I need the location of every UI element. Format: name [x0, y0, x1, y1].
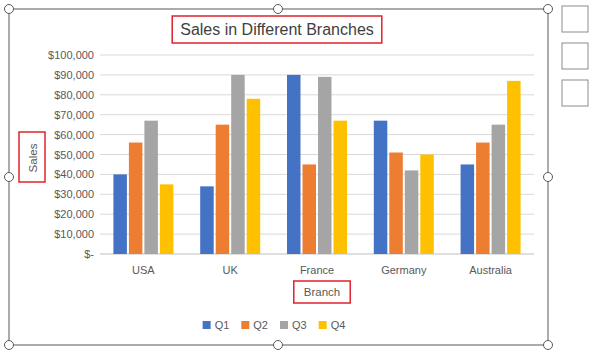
bar	[389, 153, 403, 254]
bar	[318, 77, 332, 254]
bar	[334, 121, 348, 254]
handle	[274, 5, 283, 14]
y-tick-label: $30,000	[54, 188, 94, 200]
y-tick-label: $50,000	[54, 149, 94, 161]
legend-label: Q4	[331, 319, 346, 331]
x-tick-label: Germany	[381, 264, 427, 276]
legend-swatch	[280, 321, 288, 329]
legend-swatch	[241, 321, 249, 329]
legend-swatch	[203, 321, 211, 329]
chart-svg: $- $10,000 $20,000 $30,000 $40,000 $50,000 $60…	[0, 0, 597, 353]
x-tick-label: France	[300, 264, 334, 276]
bar	[476, 143, 490, 254]
bar	[287, 75, 301, 254]
y-tick-label: $10,000	[54, 228, 94, 240]
legend-label: Q2	[253, 319, 268, 331]
highlight-box	[19, 132, 45, 182]
side-button[interactable]	[562, 6, 588, 32]
bars	[113, 75, 520, 254]
grid-line	[100, 94, 534, 95]
y-axis-title: Sales	[27, 143, 39, 172]
grid-line	[100, 134, 534, 135]
grid-line	[100, 55, 534, 56]
bar	[405, 170, 419, 254]
bar	[216, 125, 230, 254]
handle	[5, 341, 14, 350]
legend: Q1 Q2 Q3 Q4	[203, 319, 346, 331]
y-tick-label: $80,000	[54, 89, 94, 101]
chart-title: Sales in Different Branches	[180, 21, 374, 38]
bar	[247, 99, 261, 254]
y-tick-label: $70,000	[54, 109, 94, 121]
grid-line	[100, 114, 534, 115]
y-tick-label: $40,000	[54, 168, 94, 180]
highlight-box	[172, 16, 382, 43]
chart-frame	[9, 9, 548, 345]
y-tick-label: $90,000	[54, 69, 94, 81]
bar	[507, 81, 520, 254]
x-tick-label: UK	[223, 264, 239, 276]
bar	[144, 121, 158, 254]
handle	[5, 5, 14, 14]
side-button[interactable]	[562, 43, 588, 69]
bar	[374, 121, 388, 254]
bar	[129, 143, 143, 254]
bar	[160, 184, 174, 254]
y-tick-label: $-	[84, 248, 94, 260]
bar	[461, 164, 475, 254]
y-tick-label: $20,000	[54, 208, 94, 220]
x-tick-label: Australia	[469, 264, 513, 276]
bar	[492, 125, 506, 254]
bar	[200, 186, 214, 254]
handle	[5, 173, 14, 182]
y-tick-label: $100,000	[48, 49, 94, 61]
handle	[544, 173, 553, 182]
legend-label: Q3	[292, 319, 307, 331]
legend-label: Q1	[215, 319, 230, 331]
bar	[303, 164, 317, 254]
side-button[interactable]	[562, 80, 588, 106]
x-tick-label: USA	[132, 264, 155, 276]
bar	[420, 155, 434, 255]
y-tick-label: $60,000	[54, 129, 94, 141]
handle	[544, 341, 553, 350]
legend-swatch	[319, 321, 327, 329]
chart-root: $- $10,000 $20,000 $30,000 $40,000 $50,000 $60…	[0, 0, 597, 353]
handle	[544, 5, 553, 14]
bar	[113, 174, 127, 254]
grid-line	[100, 154, 534, 155]
handle	[274, 341, 283, 350]
x-axis-title: Branch	[304, 286, 340, 298]
bar	[231, 75, 245, 254]
grid-line	[100, 74, 534, 75]
highlight-box	[294, 281, 350, 303]
